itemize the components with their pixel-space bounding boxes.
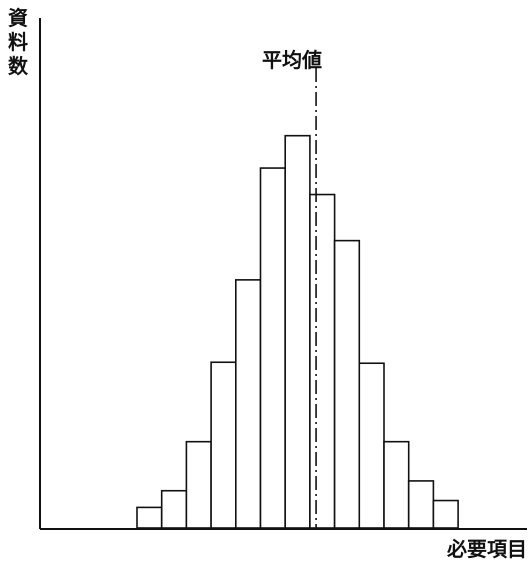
bar-6 [259, 167, 287, 529]
bar-10 [358, 362, 385, 529]
x-axis-label: 必要項目 [447, 537, 527, 561]
bar-4 [210, 361, 237, 529]
mean-label: 平均値 [262, 48, 322, 72]
bar-13 [432, 499, 459, 529]
bar-11 [383, 440, 410, 529]
bar-8 [309, 193, 336, 529]
bar-2 [160, 489, 188, 529]
bar-9 [333, 239, 361, 529]
bar-3 [185, 440, 212, 529]
bar-1 [136, 506, 163, 529]
bar-7 [284, 134, 311, 529]
bar-5 [235, 279, 262, 529]
bar-12 [407, 480, 435, 529]
y-axis-label: 資料数 [8, 6, 28, 78]
bars-group [136, 134, 459, 529]
